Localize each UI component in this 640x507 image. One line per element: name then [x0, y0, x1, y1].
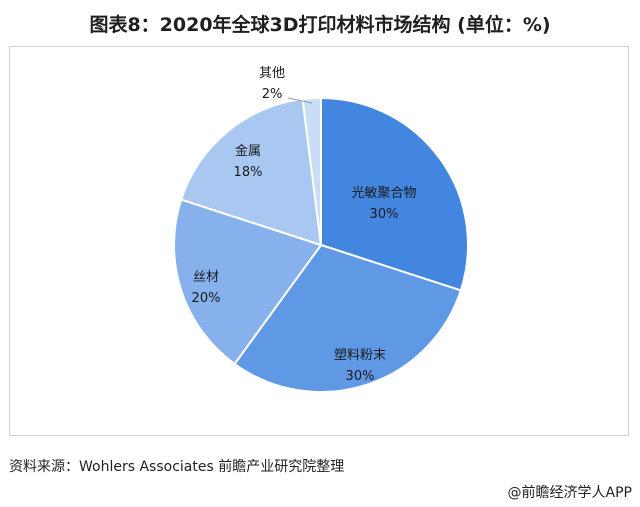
- pie-slice: [233, 243, 463, 393]
- slice-label: 金属: [235, 143, 261, 159]
- source-note: 资料来源：Wohlers Associates 前瞻产业研究院整理: [9, 459, 345, 475]
- credit-note: @前瞻经济学人APP: [507, 485, 632, 501]
- chart-area: 光敏聚合物 30% 塑料粉末 30% 丝材 20% 金属 18% 其他 2%: [9, 46, 629, 436]
- pie-slice: [301, 96, 322, 246]
- slice-label: 光敏聚合物: [351, 186, 416, 201]
- pie-chart: 光敏聚合物 30% 塑料粉末 30% 丝材 20% 金属 18% 其他 2%: [173, 66, 469, 393]
- slice-value-label: 2%: [262, 87, 283, 102]
- pie-slice: [173, 198, 323, 366]
- pie-slice: [320, 96, 469, 292]
- leader-line: [287, 97, 313, 104]
- slice-value-label: 18%: [234, 165, 263, 180]
- slice-label: 塑料粉末: [334, 348, 386, 363]
- pie-slice: [179, 98, 323, 247]
- chart-title: 图表8：2020年全球3D打印材料市场结构 (单位：%): [89, 14, 551, 36]
- slice-value-label: 30%: [346, 369, 375, 384]
- slice-value-label: 30%: [370, 207, 399, 222]
- slice-value-label: 20%: [192, 291, 221, 306]
- slice-label: 其他: [259, 66, 285, 81]
- slice-label: 丝材: [193, 270, 219, 285]
